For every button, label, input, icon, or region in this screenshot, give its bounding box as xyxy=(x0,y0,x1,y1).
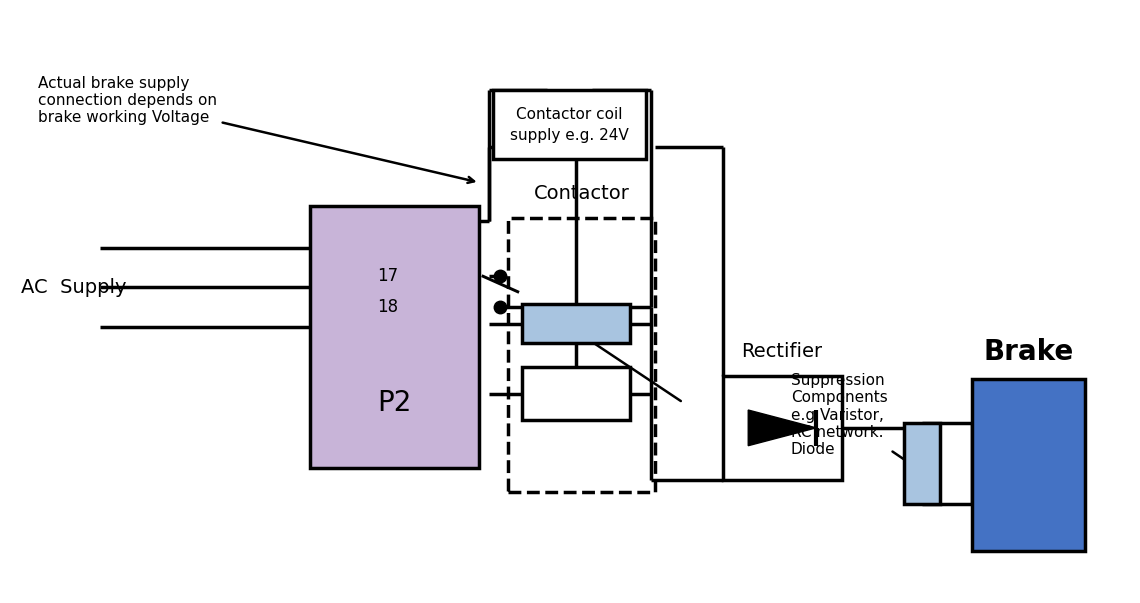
Bar xyxy=(310,206,480,468)
Text: Contactor coil
supply e.g. 24V: Contactor coil supply e.g. 24V xyxy=(510,107,629,142)
Bar xyxy=(492,90,646,159)
Text: Actual brake supply
connection depends on
brake working Voltage: Actual brake supply connection depends o… xyxy=(38,75,474,183)
Text: Brake: Brake xyxy=(983,338,1074,366)
Text: 17: 17 xyxy=(377,267,398,285)
Text: P2: P2 xyxy=(377,388,412,417)
Bar xyxy=(522,305,630,343)
Bar xyxy=(507,218,654,492)
Bar xyxy=(971,379,1085,551)
Bar xyxy=(723,376,841,480)
Text: Contactor: Contactor xyxy=(534,185,629,203)
Polygon shape xyxy=(748,410,816,446)
Bar xyxy=(522,367,630,420)
Bar xyxy=(904,423,940,504)
Text: AC  Supply: AC Supply xyxy=(22,278,127,297)
Text: Suppression
Components
e.g Varistor,
RC network.
Diode: Suppression Components e.g Varistor, RC … xyxy=(791,373,923,472)
Text: 18: 18 xyxy=(377,298,398,316)
Text: Rectifier: Rectifier xyxy=(742,342,823,361)
